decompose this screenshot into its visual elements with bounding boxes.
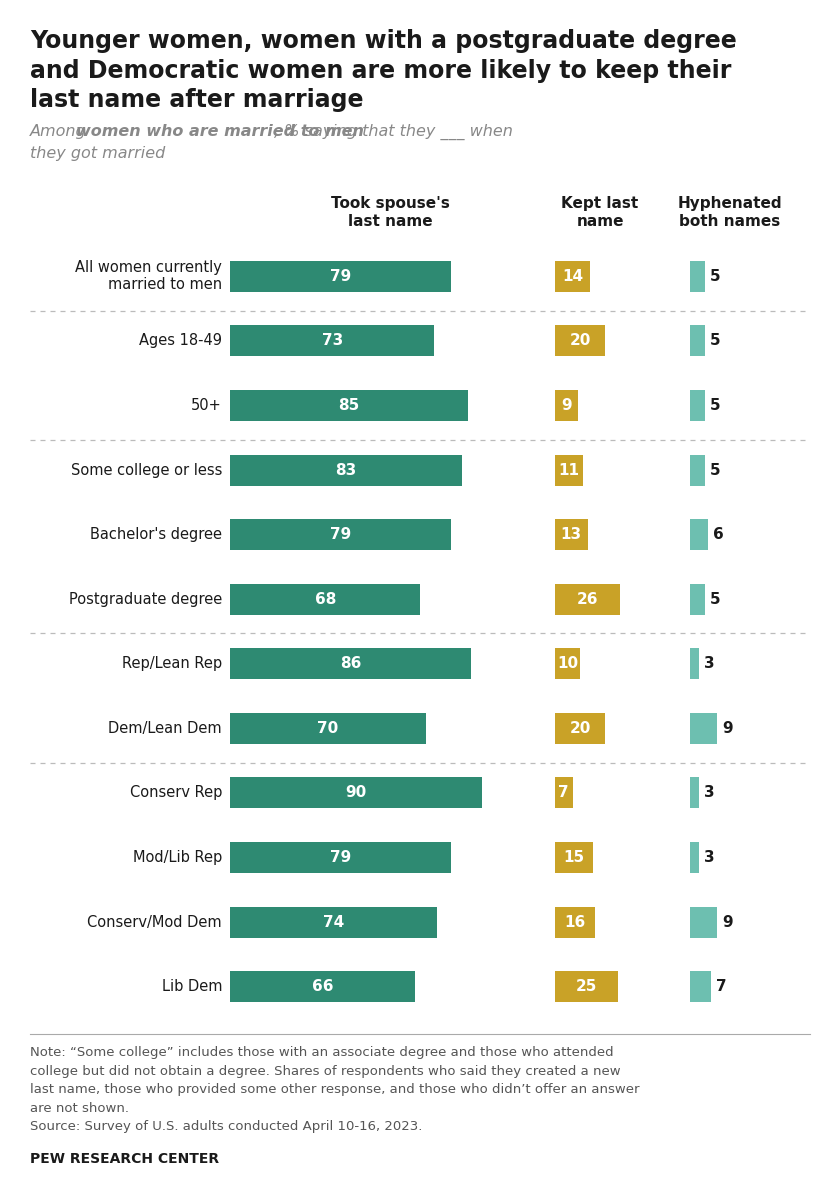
- Text: All women currently
married to men: All women currently married to men: [75, 260, 222, 292]
- Bar: [555, 455, 582, 485]
- Text: PEW RESEARCH CENTER: PEW RESEARCH CENTER: [30, 1152, 219, 1166]
- Text: 79: 79: [330, 850, 351, 866]
- Bar: [690, 326, 705, 356]
- Text: 85: 85: [339, 398, 360, 413]
- Text: 3: 3: [704, 656, 715, 671]
- Text: Conserv/Mod Dem: Conserv/Mod Dem: [87, 914, 222, 929]
- Bar: [555, 260, 590, 291]
- Text: Dem/Lean Dem: Dem/Lean Dem: [108, 721, 222, 736]
- Text: 25: 25: [575, 979, 597, 995]
- Bar: [230, 842, 451, 873]
- Text: 66: 66: [312, 979, 333, 995]
- Text: 9: 9: [722, 914, 732, 929]
- Text: 79: 79: [330, 527, 351, 542]
- Text: Rep/Lean Rep: Rep/Lean Rep: [122, 656, 222, 671]
- Text: 90: 90: [345, 785, 366, 800]
- Text: Mod/Lib Rep: Mod/Lib Rep: [133, 850, 222, 866]
- Text: 79: 79: [330, 269, 351, 284]
- Text: 10: 10: [557, 656, 578, 671]
- Bar: [690, 584, 705, 614]
- Text: 7: 7: [716, 979, 727, 995]
- Bar: [555, 842, 592, 873]
- Bar: [690, 455, 705, 485]
- Bar: [555, 326, 605, 356]
- Text: 5: 5: [710, 463, 721, 477]
- Bar: [230, 326, 434, 356]
- Bar: [230, 778, 482, 809]
- Text: Ages 18-49: Ages 18-49: [139, 334, 222, 348]
- Bar: [555, 584, 620, 614]
- Text: Kept last
name: Kept last name: [561, 197, 638, 229]
- Bar: [690, 713, 717, 744]
- Text: Conserv Rep: Conserv Rep: [129, 785, 222, 800]
- Bar: [690, 390, 705, 422]
- Bar: [690, 971, 711, 1002]
- Text: 14: 14: [562, 269, 583, 284]
- Bar: [555, 390, 578, 422]
- Text: women who are married to men: women who are married to men: [76, 124, 364, 139]
- Bar: [555, 519, 587, 551]
- Bar: [555, 907, 595, 938]
- Text: Note: “Some college” includes those with an associate degree and those who atten: Note: “Some college” includes those with…: [30, 1045, 639, 1133]
- Text: 9: 9: [561, 398, 571, 413]
- Bar: [230, 649, 470, 680]
- Bar: [690, 519, 708, 551]
- Bar: [230, 713, 426, 744]
- Text: 6: 6: [713, 527, 724, 542]
- Text: 13: 13: [560, 527, 582, 542]
- Text: Among: Among: [30, 124, 92, 139]
- Text: 83: 83: [335, 463, 357, 477]
- Bar: [230, 519, 451, 551]
- Text: Lib Dem: Lib Dem: [161, 979, 222, 995]
- Text: 20: 20: [570, 721, 591, 736]
- Text: 7: 7: [559, 785, 569, 800]
- Text: 20: 20: [570, 334, 591, 348]
- Bar: [690, 778, 699, 809]
- Text: Hyphenated
both names: Hyphenated both names: [678, 197, 782, 229]
- Text: 50+: 50+: [192, 398, 222, 413]
- Text: 15: 15: [563, 850, 585, 866]
- Text: Younger women, women with a postgraduate degree
and Democratic women are more li: Younger women, women with a postgraduate…: [30, 28, 737, 112]
- Bar: [555, 971, 617, 1002]
- Bar: [690, 842, 699, 873]
- Bar: [555, 778, 573, 809]
- Bar: [230, 907, 437, 938]
- Text: 68: 68: [314, 592, 336, 606]
- Text: Some college or less: Some college or less: [71, 463, 222, 477]
- Text: they got married: they got married: [30, 146, 165, 161]
- Text: , % saying that they ___ when: , % saying that they ___ when: [274, 124, 513, 140]
- Text: 3: 3: [704, 785, 715, 800]
- Text: 73: 73: [322, 334, 343, 348]
- Text: 86: 86: [339, 656, 361, 671]
- Bar: [690, 907, 717, 938]
- Bar: [690, 649, 699, 680]
- Text: 74: 74: [323, 914, 344, 929]
- Text: Postgraduate degree: Postgraduate degree: [69, 592, 222, 606]
- Text: 5: 5: [710, 269, 721, 284]
- Text: Took spouse's
last name: Took spouse's last name: [331, 197, 449, 229]
- Bar: [555, 649, 580, 680]
- Text: 11: 11: [559, 463, 580, 477]
- Text: Bachelor's degree: Bachelor's degree: [90, 527, 222, 542]
- Text: 5: 5: [710, 398, 721, 413]
- Bar: [230, 260, 451, 291]
- Bar: [230, 455, 462, 485]
- Bar: [230, 584, 420, 614]
- Text: 26: 26: [577, 592, 598, 606]
- Text: 70: 70: [318, 721, 339, 736]
- Text: 5: 5: [710, 334, 721, 348]
- Bar: [230, 390, 468, 422]
- Text: 3: 3: [704, 850, 715, 866]
- Text: 9: 9: [722, 721, 732, 736]
- Bar: [690, 260, 705, 291]
- Bar: [230, 971, 415, 1002]
- Bar: [555, 713, 605, 744]
- Text: 16: 16: [564, 914, 585, 929]
- Text: 5: 5: [710, 592, 721, 606]
